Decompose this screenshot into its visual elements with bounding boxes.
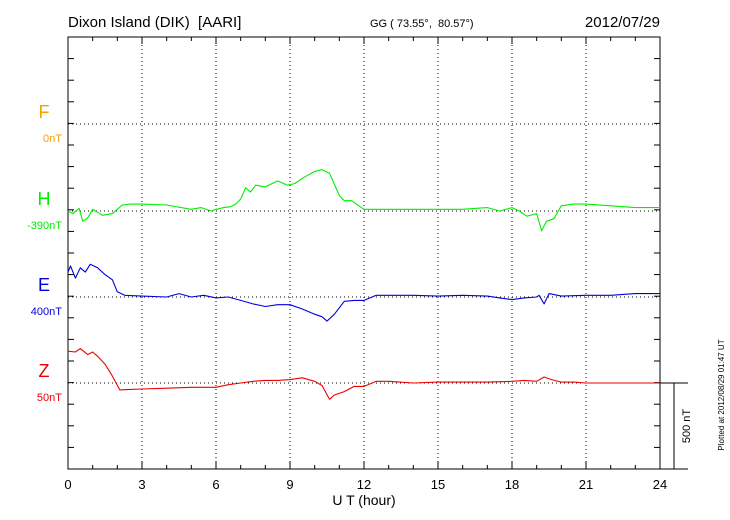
chart-title-coordinates: GG ( 73.55°, 80.57°) <box>370 18 474 30</box>
chart-title-date: 2012/07/29 <box>585 14 660 31</box>
series-label-h: H <box>38 189 51 209</box>
plotted-timestamp: Plotted at 2012/08/29 01:47 UT <box>717 339 726 450</box>
series-offset-f: 0nT <box>43 133 62 145</box>
series-label-e: E <box>38 275 50 295</box>
series-labels: F 0nT H -390nT E 400nT Z 50nT <box>27 102 62 404</box>
x-tick-label: 24 <box>653 477 667 492</box>
chart-title-station: Dixon Island (DIK) [AARI] <box>68 14 241 31</box>
x-tick-label: 12 <box>357 477 371 492</box>
series-label-z: Z <box>39 361 50 381</box>
series-offset-e: 400nT <box>31 306 62 318</box>
x-tick-label: 21 <box>579 477 593 492</box>
x-tick-label: 0 <box>64 477 71 492</box>
series-label-f: F <box>39 102 50 122</box>
x-tick-labels: 0 3 6 9 12 15 18 21 24 <box>64 477 667 492</box>
grid <box>68 37 660 469</box>
series-line-h <box>67 169 660 232</box>
x-tick-label: 15 <box>431 477 445 492</box>
series-lines <box>67 169 660 400</box>
series-offset-h: -390nT <box>27 220 62 232</box>
x-tick-label: 9 <box>286 477 293 492</box>
x-tick-label: 6 <box>212 477 219 492</box>
series-offset-z: 50nT <box>37 392 62 404</box>
plot-frame <box>67 36 661 470</box>
x-axis-label: U T (hour) <box>332 492 395 508</box>
x-tick-label: 3 <box>138 477 145 492</box>
x-tick-label: 18 <box>505 477 519 492</box>
series-line-z <box>67 348 660 400</box>
scale-bar-label: 500 nT <box>681 409 693 444</box>
series-line-e <box>67 263 660 322</box>
scale-bar <box>660 382 688 470</box>
